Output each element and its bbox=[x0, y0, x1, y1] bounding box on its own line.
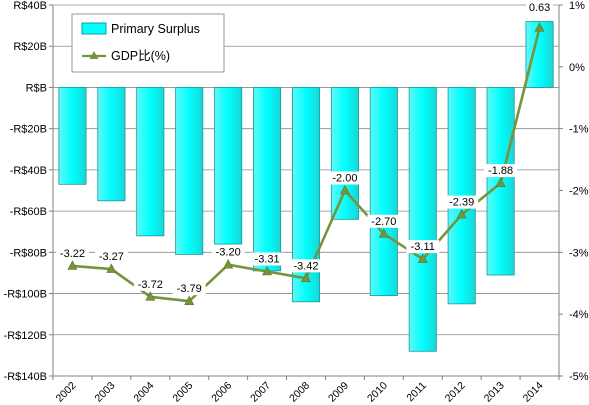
y-right-tick-label: -5% bbox=[569, 371, 589, 383]
data-label-2005: -3.79 bbox=[177, 283, 202, 295]
y-left-tick-label: R$40B bbox=[13, 0, 47, 12]
data-label-bg bbox=[484, 164, 518, 178]
gdp-marker-2006 bbox=[223, 259, 234, 269]
data-label-bg bbox=[406, 240, 440, 254]
x-tick-label: 2003 bbox=[93, 380, 118, 405]
bar-2004 bbox=[136, 87, 165, 237]
x-tick-label: 2009 bbox=[326, 380, 351, 405]
data-label-bg bbox=[133, 277, 167, 291]
legend-marker-triangle bbox=[89, 51, 99, 59]
data-label-bg bbox=[55, 246, 89, 260]
data-label-bg bbox=[445, 195, 479, 209]
x-tick-label: 2008 bbox=[287, 380, 312, 405]
gdp-marker-2012 bbox=[456, 208, 467, 219]
bar-2009 bbox=[330, 87, 359, 220]
data-label-2002: -3.22 bbox=[60, 248, 85, 260]
gdp-marker-2003 bbox=[106, 263, 117, 273]
data-label-bg bbox=[211, 245, 245, 259]
gdp-marker-2004 bbox=[145, 291, 156, 301]
data-labels: -3.22 -3.27 -3.72 -3.79 -3.20 -3.31 -3.42 -2.00… bbox=[55, 0, 553, 296]
x-tick-label: 2007 bbox=[248, 380, 273, 405]
y-right-tick-label: -2% bbox=[569, 186, 589, 198]
x-axis-labels: 2002 2003 2004 2005 2006 2007 2008 2009 2010 2011… bbox=[54, 380, 546, 405]
y-right-tick-label: 0% bbox=[569, 62, 585, 74]
data-label-bg bbox=[289, 259, 323, 273]
bar-2006 bbox=[214, 87, 243, 245]
gdp-marker-2009 bbox=[339, 184, 350, 195]
legend-swatch-primary-surplus bbox=[81, 22, 107, 35]
legend-label-gdp-ratio: GDP比(%) bbox=[111, 49, 170, 63]
line-series bbox=[67, 22, 545, 305]
gdp-marker-2005 bbox=[184, 295, 195, 305]
y-left-tick-label: -R$100B bbox=[4, 289, 47, 301]
legend-label-primary-surplus: Primary Surplus bbox=[111, 22, 200, 36]
axes bbox=[49, 4, 563, 380]
y-left-tick-label: R$20B bbox=[13, 41, 47, 53]
y-left-tick-label: -R$40B bbox=[10, 165, 47, 177]
data-label-bg bbox=[526, 0, 553, 14]
y-left-tick-label: -R$20B bbox=[10, 124, 47, 136]
x-tick-label: 2002 bbox=[54, 380, 79, 405]
bar-2005 bbox=[175, 87, 204, 255]
bar-2010 bbox=[369, 87, 398, 297]
y-axis-left-labels: -R$140B -R$120B -R$100B -R$80B -R$60B -R$40B -… bbox=[4, 0, 47, 383]
y-right-tick-label: 1% bbox=[569, 0, 585, 12]
x-tick-label: 2005 bbox=[170, 380, 195, 405]
data-label-2014: 0.63 bbox=[529, 2, 550, 14]
y-right-tick-label: -1% bbox=[569, 124, 589, 136]
x-tick-label: 2013 bbox=[482, 380, 507, 405]
data-label-2006: -3.20 bbox=[216, 247, 241, 259]
data-label-bg bbox=[250, 252, 284, 266]
data-label-2008: -3.42 bbox=[293, 260, 318, 272]
bar-2011 bbox=[408, 87, 437, 352]
data-label-bg bbox=[94, 250, 128, 264]
data-label-bg bbox=[172, 282, 206, 296]
gdp-marker-2002 bbox=[67, 260, 78, 270]
data-label-bg bbox=[367, 214, 401, 228]
data-label-2013: -1.88 bbox=[488, 165, 513, 177]
x-tick-label: 2011 bbox=[404, 380, 429, 405]
x-tick-label: 2010 bbox=[365, 380, 390, 405]
data-label-bg bbox=[328, 171, 362, 185]
y-axis-right-labels: -5% -4% -3% -2% -1% 0% 1% bbox=[569, 0, 589, 383]
bar-2013 bbox=[486, 87, 515, 276]
gdp-marker-2008 bbox=[301, 272, 311, 283]
x-tick-label: 2014 bbox=[521, 380, 546, 405]
y-right-tick-label: -4% bbox=[569, 309, 589, 321]
data-label-2009: -2.00 bbox=[332, 173, 357, 185]
data-label-2003: -3.27 bbox=[99, 251, 124, 263]
y-left-tick-label: -R$120B bbox=[4, 330, 47, 342]
gdp-marker-2007 bbox=[262, 265, 273, 276]
bar-2002 bbox=[58, 87, 87, 185]
bar-2003 bbox=[97, 87, 126, 202]
x-tick-label: 2012 bbox=[443, 380, 468, 405]
data-label-2004: -3.72 bbox=[138, 279, 163, 291]
gdp-marker-2011 bbox=[417, 253, 428, 263]
data-label-2010: -2.70 bbox=[371, 216, 396, 228]
data-label-2007: -3.31 bbox=[255, 254, 280, 266]
y-left-tick-label: -R$80B bbox=[10, 247, 47, 259]
legend: Primary Surplus GDP比(%) bbox=[71, 13, 225, 73]
y-left-tick-label: R$B bbox=[26, 82, 47, 94]
gdp-marker-2010 bbox=[378, 228, 389, 238]
x-tick-label: 2006 bbox=[209, 380, 234, 405]
y-right-tick-label: -3% bbox=[569, 247, 589, 259]
y-left-tick-label: -R$140B bbox=[4, 371, 47, 383]
x-tick-label: 2004 bbox=[131, 380, 156, 405]
data-label-2011: -3.11 bbox=[411, 241, 435, 253]
gdp-marker-2014 bbox=[534, 22, 545, 32]
gdp-marker-2013 bbox=[495, 177, 506, 187]
bar-2007 bbox=[253, 87, 282, 272]
y-left-tick-label: -R$60B bbox=[10, 206, 47, 218]
data-label-2012: -2.39 bbox=[449, 197, 474, 209]
